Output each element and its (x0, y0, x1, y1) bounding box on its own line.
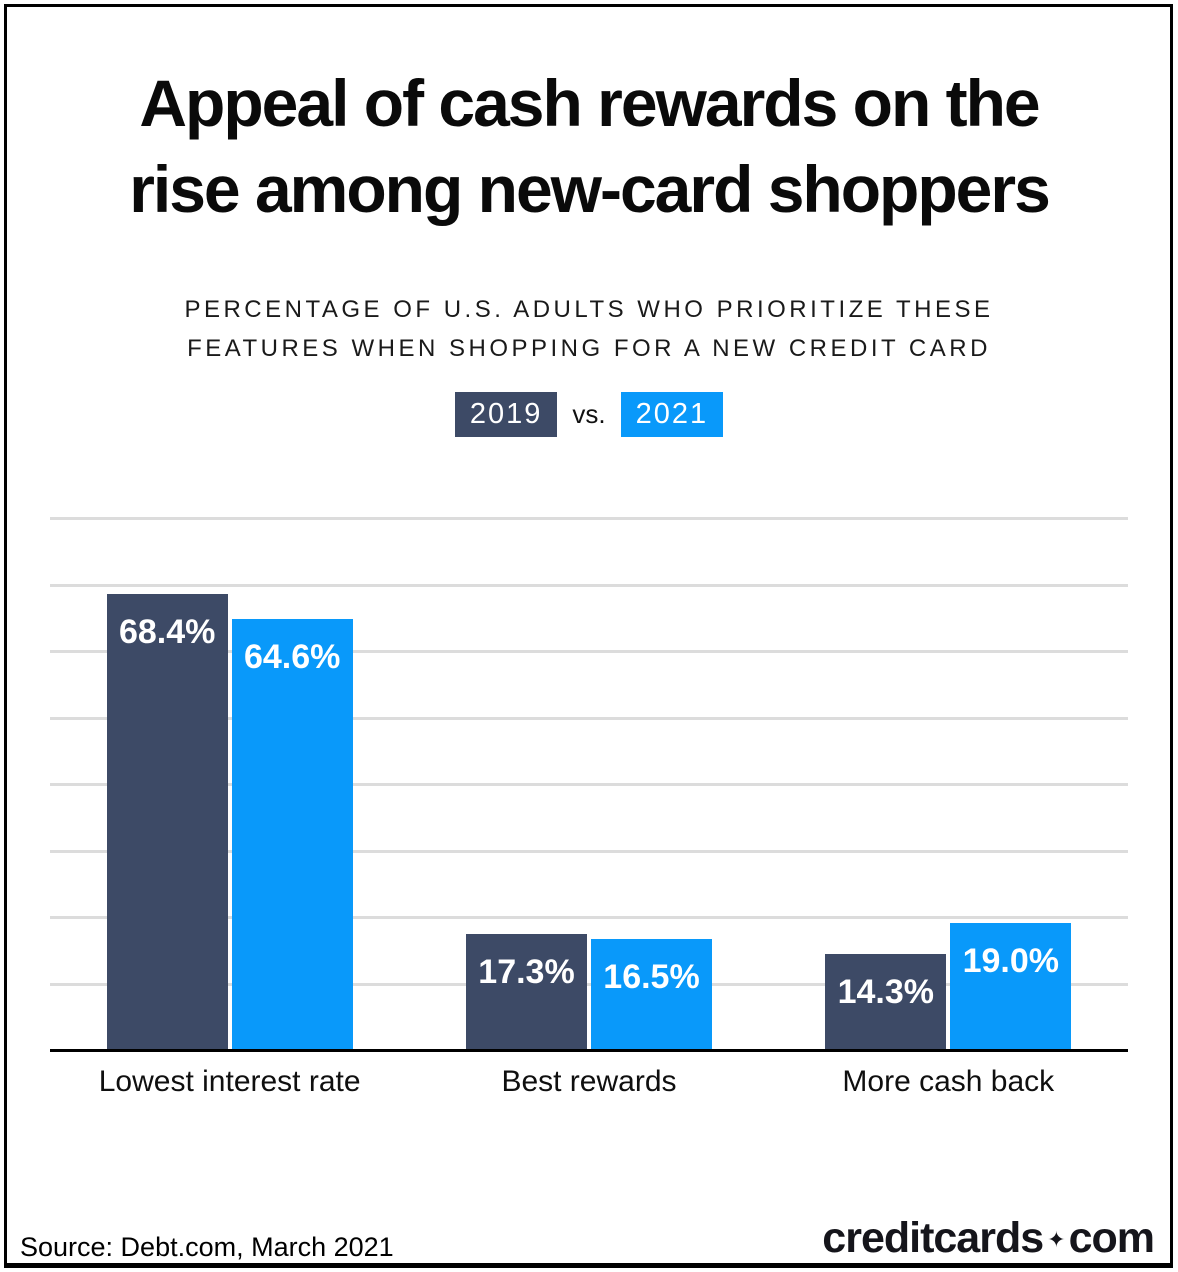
gridline-30 (50, 849, 1128, 853)
legend-vs-label: vs. (572, 399, 606, 429)
category-label-best-rewards: Best rewards (501, 1065, 677, 1098)
bar-value-label: 64.6% (243, 638, 341, 677)
bar-value-label: 14.3% (837, 972, 935, 1011)
plot-area: 68.4% 64.6% 17.3% 16.5% 14.3% 19 (50, 517, 1128, 1049)
gridline-10 (50, 982, 1128, 986)
category-label-lowest-interest-rate: Lowest interest rate (98, 1065, 361, 1098)
bar-2021-lowest-interest-rate: 64.6% (231, 619, 353, 1049)
bar-group-lowest-interest-rate: 68.4% 64.6% (106, 517, 353, 1049)
legend: 2019 vs. 2021 (0, 392, 1178, 437)
gridline-20 (50, 916, 1128, 919)
gridline-80 (50, 517, 1128, 520)
gridline-70 (50, 583, 1128, 587)
chart-subtitle-line1: PERCENTAGE OF U.S. ADULTS WHO PRIORITIZE… (184, 296, 994, 323)
bar-value-label: 68.4% (118, 613, 216, 652)
bar-2021-more-cash-back: 19.0% (950, 922, 1072, 1049)
chart-title: Appeal of cash rewards on the rise among… (0, 60, 1178, 232)
gridline-50 (50, 716, 1128, 720)
logo-text-com: com (1068, 1214, 1155, 1262)
bar-group-more-cash-back: 14.3% 19.0% (825, 517, 1072, 1049)
footer: Source: Debt.com, March 2021 creditcards… (20, 1214, 1155, 1263)
category-axis-labels: Lowest interest rate Best rewards More c… (50, 1065, 1128, 1099)
chart-title-line2: rise among new-card shoppers (129, 152, 1051, 226)
bar-group-best-rewards: 17.3% 16.5% (465, 517, 712, 1049)
chart-subtitle-line2: FEATURES WHEN SHOPPING FOR A NEW CREDIT … (187, 335, 991, 362)
legend-chip-2021: 2021 (620, 392, 724, 437)
diamond-icon: ✦ (1047, 1226, 1065, 1252)
bar-2019-best-rewards: 17.3% (465, 933, 587, 1049)
bar-value-label: 17.3% (478, 952, 575, 991)
bar-2021-best-rewards: 16.5% (590, 939, 712, 1049)
category-label-more-cash-back: More cash back (842, 1065, 1055, 1098)
bar-value-label: 19.0% (962, 941, 1060, 980)
gridline-40 (50, 783, 1128, 786)
bar-2019-more-cash-back: 14.3% (825, 953, 947, 1049)
source-attribution: Source: Debt.com, March 2021 (20, 1232, 394, 1262)
bar-2019-lowest-interest-rate: 68.4% (106, 594, 228, 1049)
legend-chip-2019: 2019 (454, 392, 558, 437)
gridline-60 (50, 650, 1128, 653)
creditcards-logo: creditcards ✦ com (822, 1214, 1155, 1263)
logo-text-creditcards: creditcards (822, 1214, 1044, 1262)
bar-value-label: 16.5% (603, 958, 700, 997)
bar-chart: 68.4% 64.6% 17.3% 16.5% 14.3% 19 (50, 517, 1128, 1052)
chart-subtitle: PERCENTAGE OF U.S. ADULTS WHO PRIORITIZE… (0, 290, 1178, 368)
chart-title-line1: Appeal of cash rewards on the (139, 66, 1040, 140)
